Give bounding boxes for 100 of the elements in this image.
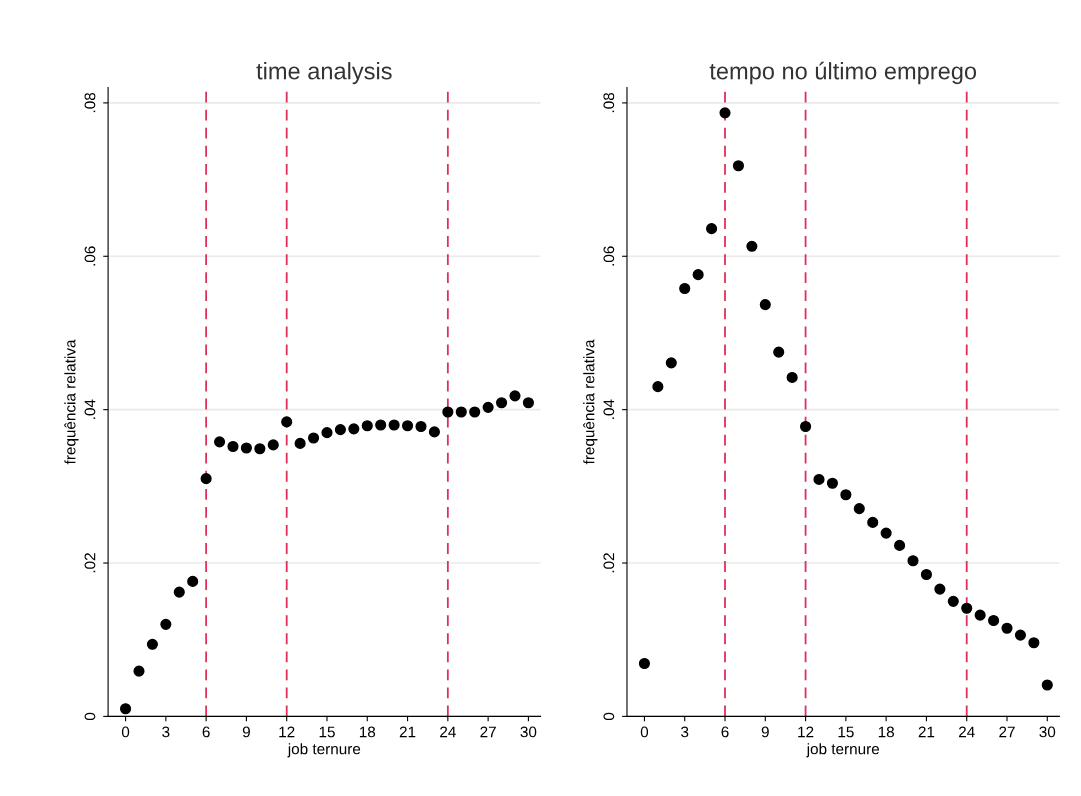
y-tick-label: .06: [84, 246, 96, 266]
point: [961, 602, 973, 614]
y-tick-label: .08: [84, 92, 96, 113]
point: [200, 473, 212, 485]
y-tick-label: 0: [603, 712, 615, 721]
point: [907, 555, 919, 567]
chart-title: tempo no último emprego: [709, 61, 977, 85]
point: [281, 416, 293, 428]
point: [254, 443, 266, 455]
point: [388, 419, 400, 431]
point: [455, 406, 467, 418]
point: [469, 406, 481, 418]
point: [773, 346, 785, 358]
point: [214, 436, 226, 448]
x-tick-label: 27: [999, 726, 1015, 738]
point: [638, 657, 650, 670]
point: [867, 516, 879, 528]
point: [160, 618, 172, 630]
point: [692, 269, 704, 281]
point: [732, 160, 744, 172]
y-tick-label: 0: [84, 712, 96, 721]
x-axis-title: job ternure: [287, 743, 361, 758]
point: [240, 442, 252, 454]
point: [1041, 679, 1053, 691]
y-tick-label: .06: [603, 246, 615, 266]
point: [509, 390, 521, 402]
point: [267, 439, 279, 451]
x-tick-label: 6: [721, 726, 729, 738]
x-tick-label: 21: [399, 726, 416, 738]
x-tick-label: 12: [279, 726, 295, 738]
point: [308, 432, 320, 444]
y-tick-label: .08: [603, 92, 615, 113]
point: [173, 586, 185, 598]
y-axis-title: frequência relativa: [583, 339, 598, 465]
point: [880, 527, 892, 539]
point: [428, 426, 440, 438]
point: [786, 371, 798, 383]
y-tick-label: .04: [84, 399, 96, 419]
point: [1028, 637, 1040, 649]
point: [934, 583, 946, 595]
point: [813, 473, 825, 485]
point: [947, 595, 959, 607]
point: [652, 381, 664, 393]
x-tick-label: 24: [959, 726, 975, 738]
point: [840, 489, 852, 501]
point: [719, 107, 731, 119]
point: [402, 420, 414, 432]
y-tick-label: .04: [603, 399, 615, 419]
x-tick-label: 30: [520, 726, 537, 738]
x-tick-label: 18: [359, 726, 376, 738]
point: [746, 240, 758, 252]
x-tick-label: 3: [162, 726, 170, 738]
point: [679, 282, 691, 295]
point: [375, 419, 387, 431]
point: [1014, 629, 1026, 641]
point: [665, 357, 677, 369]
x-tick-label: 15: [838, 726, 854, 738]
y-tick-label: .02: [84, 553, 96, 573]
point: [146, 638, 158, 650]
x-tick-label: 18: [878, 726, 894, 738]
point: [133, 665, 145, 677]
point: [826, 477, 838, 489]
x-tick-label: 6: [202, 726, 210, 738]
x-tick-label: 24: [440, 726, 456, 738]
point: [522, 397, 534, 409]
point: [920, 568, 932, 581]
point: [894, 539, 906, 551]
point: [853, 503, 865, 515]
point: [442, 406, 454, 418]
x-tick-label: 12: [798, 726, 814, 738]
point: [361, 420, 373, 432]
point: [227, 440, 239, 453]
x-tick-label: 27: [480, 726, 496, 738]
x-tick-label: 21: [918, 726, 935, 738]
point: [120, 703, 132, 715]
point: [496, 397, 508, 409]
x-tick-label: 9: [242, 726, 250, 738]
point: [348, 423, 360, 435]
x-tick-label: 15: [319, 726, 335, 738]
point: [415, 420, 427, 433]
point: [706, 223, 718, 235]
x-tick-label: 30: [1039, 726, 1056, 738]
x-tick-label: 0: [640, 726, 649, 738]
point: [321, 427, 333, 439]
point: [294, 437, 306, 449]
point: [800, 420, 812, 433]
point: [1001, 622, 1013, 634]
y-tick-label: .02: [603, 553, 615, 573]
point: [759, 299, 771, 311]
point: [974, 609, 986, 621]
point: [482, 401, 494, 413]
y-axis-title: frequência relativa: [64, 339, 79, 465]
x-tick-label: 3: [681, 726, 689, 738]
x-axis-title: job ternure: [806, 743, 880, 758]
point: [187, 575, 199, 587]
chart-title: time analysis: [256, 62, 392, 85]
point: [334, 424, 346, 436]
point: [988, 614, 1000, 627]
x-tick-label: 9: [761, 726, 769, 738]
x-tick-label: 0: [121, 726, 130, 738]
